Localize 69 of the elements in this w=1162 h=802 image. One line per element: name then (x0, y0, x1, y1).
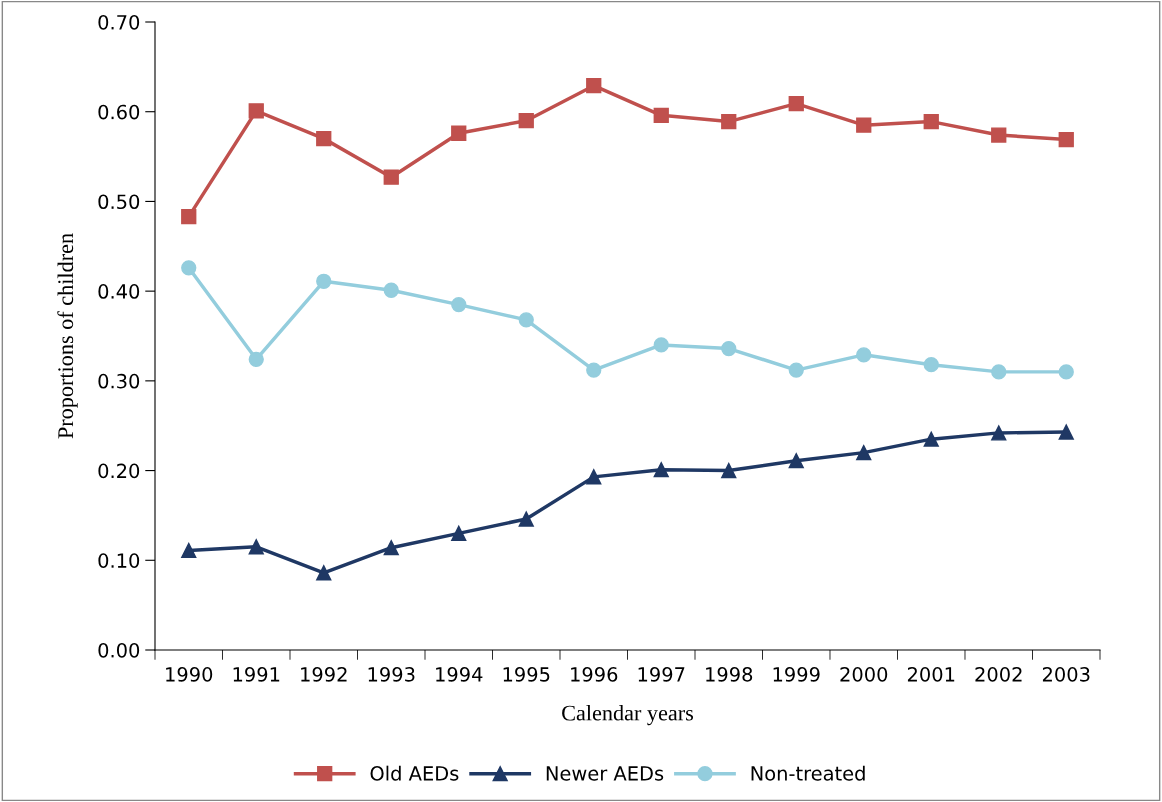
point (316, 273, 332, 289)
y-tick-label: 0.50 (98, 194, 140, 210)
point (383, 169, 399, 185)
point (991, 425, 1007, 441)
point (856, 444, 872, 461)
point (653, 462, 669, 478)
point (1058, 364, 1074, 380)
point (991, 364, 1007, 380)
point (181, 260, 197, 276)
point (181, 209, 197, 225)
x-tick-label: 1993 (368, 667, 415, 682)
x-tick-label: 1994 (436, 667, 483, 682)
point (316, 130, 332, 147)
point (721, 113, 737, 130)
point (383, 540, 399, 556)
legend-label: Newer AEDs (546, 766, 664, 781)
point (923, 357, 939, 373)
x-tick-label: 2002 (975, 667, 1022, 682)
point (451, 525, 467, 542)
point (991, 127, 1007, 143)
point (721, 462, 737, 479)
point (181, 542, 197, 559)
point (788, 362, 804, 378)
point (586, 362, 602, 378)
point (518, 113, 534, 129)
x-tick-label: 1992 (301, 667, 347, 682)
point (518, 511, 534, 527)
x-tick-label: 1990 (166, 667, 213, 682)
point (788, 453, 804, 469)
point (788, 96, 804, 112)
y-tick-label: 0.30 (98, 373, 140, 389)
x-tick-label: 1995 (503, 667, 550, 682)
legend-label: Old AEDs (370, 765, 459, 781)
point (316, 565, 332, 581)
x-tick-label: 2001 (907, 667, 955, 682)
point (518, 312, 534, 328)
y-tick-label: 0.20 (98, 463, 140, 479)
point (1058, 131, 1074, 148)
x-tick-label: 1998 (706, 667, 753, 682)
point (856, 347, 872, 363)
point (586, 469, 602, 485)
x-tick-label: 1999 (773, 667, 820, 682)
point (248, 103, 264, 119)
point (248, 351, 264, 367)
y-axis-title: Proportions of children (57, 233, 78, 439)
x-tick-label: 1996 (571, 667, 618, 682)
x-tick-label: 1991 (233, 667, 280, 682)
point (383, 282, 399, 298)
point (248, 539, 264, 555)
y-tick-label: 0.40 (98, 284, 140, 299)
x-tick-label: 1997 (638, 667, 685, 682)
point (923, 113, 939, 130)
x-tick-label: 2000 (840, 667, 888, 682)
y-tick-label: 0.60 (98, 104, 140, 120)
point (721, 340, 737, 357)
y-tick-label: 0.00 (98, 642, 140, 658)
y-tick-label: 0.70 (98, 14, 140, 30)
x-tick-label: 2003 (1042, 667, 1090, 682)
point (653, 107, 669, 123)
legend-label: Non-treated (751, 765, 865, 781)
point (451, 125, 467, 141)
y-tick-label: 0.10 (98, 553, 140, 568)
point (1058, 424, 1074, 440)
point (856, 117, 872, 133)
point (923, 431, 939, 447)
point (653, 337, 669, 353)
x-axis-title: Calendar years (562, 704, 694, 726)
point (586, 78, 602, 94)
point (451, 296, 467, 313)
